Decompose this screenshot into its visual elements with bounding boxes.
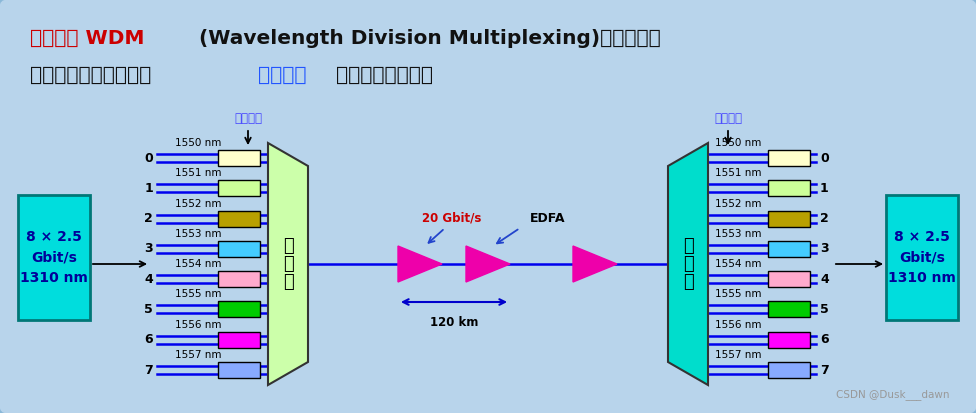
Polygon shape: [398, 246, 442, 282]
Text: 1555 nm: 1555 nm: [175, 290, 222, 299]
FancyBboxPatch shape: [768, 150, 810, 166]
Text: 8 × 2.5
Gbit/s
1310 nm: 8 × 2.5 Gbit/s 1310 nm: [888, 230, 956, 285]
Text: 1550 nm: 1550 nm: [715, 138, 761, 148]
Text: 20 Gbit/s: 20 Gbit/s: [423, 211, 482, 225]
Text: (Wavelength Division Multiplexing)：光的频分: (Wavelength Division Multiplexing)：光的频分: [192, 28, 661, 47]
FancyBboxPatch shape: [218, 362, 260, 378]
FancyBboxPatch shape: [768, 301, 810, 318]
Text: 1553 nm: 1553 nm: [175, 229, 222, 239]
Text: 2: 2: [144, 212, 153, 225]
FancyBboxPatch shape: [18, 195, 90, 320]
Text: 2: 2: [820, 212, 829, 225]
FancyBboxPatch shape: [218, 332, 260, 348]
FancyBboxPatch shape: [768, 211, 810, 227]
Text: 4: 4: [820, 273, 829, 286]
Text: 0: 0: [820, 152, 829, 164]
Text: 8 × 2.5
Gbit/s
1310 nm: 8 × 2.5 Gbit/s 1310 nm: [20, 230, 88, 285]
Text: 1557 nm: 1557 nm: [715, 350, 761, 360]
Text: 1554 nm: 1554 nm: [175, 259, 222, 269]
Text: 1556 nm: 1556 nm: [715, 320, 761, 330]
Text: 1551 nm: 1551 nm: [175, 168, 222, 178]
Text: 分
用
器: 分 用 器: [682, 237, 693, 291]
FancyBboxPatch shape: [218, 211, 260, 227]
Text: 复
用
器: 复 用 器: [283, 237, 294, 291]
Text: 同时传输: 同时传输: [258, 66, 306, 85]
Text: CSDN @Dusk___dawn: CSDN @Dusk___dawn: [836, 389, 950, 400]
Text: 1556 nm: 1556 nm: [175, 320, 222, 330]
Text: 3: 3: [820, 242, 829, 255]
FancyBboxPatch shape: [768, 241, 810, 257]
FancyBboxPatch shape: [886, 195, 958, 320]
Text: 1551 nm: 1551 nm: [715, 168, 761, 178]
Text: 1553 nm: 1553 nm: [715, 229, 761, 239]
FancyBboxPatch shape: [768, 362, 810, 378]
Text: 6: 6: [820, 333, 829, 346]
Text: 3: 3: [144, 242, 153, 255]
Text: 1552 nm: 1552 nm: [715, 199, 761, 209]
FancyBboxPatch shape: [218, 271, 260, 287]
Text: 1555 nm: 1555 nm: [715, 290, 761, 299]
Text: 1: 1: [144, 182, 153, 195]
FancyBboxPatch shape: [768, 180, 810, 196]
Text: 6: 6: [144, 333, 153, 346]
FancyBboxPatch shape: [768, 271, 810, 287]
Polygon shape: [668, 143, 708, 385]
Text: 7: 7: [144, 363, 153, 377]
Text: EDFA: EDFA: [530, 211, 565, 225]
Text: 光调制器: 光调制器: [234, 112, 262, 124]
FancyBboxPatch shape: [768, 332, 810, 348]
Text: 波分复用 WDM: 波分复用 WDM: [30, 28, 144, 47]
Text: 复用。使用一根光纤来: 复用。使用一根光纤来: [30, 66, 151, 85]
Text: 120 km: 120 km: [429, 316, 478, 329]
Text: 5: 5: [820, 303, 829, 316]
FancyBboxPatch shape: [218, 301, 260, 318]
Text: 4: 4: [144, 273, 153, 286]
Text: 1550 nm: 1550 nm: [175, 138, 222, 148]
FancyBboxPatch shape: [218, 180, 260, 196]
Text: 1: 1: [820, 182, 829, 195]
Polygon shape: [268, 143, 308, 385]
FancyBboxPatch shape: [218, 150, 260, 166]
Polygon shape: [573, 246, 617, 282]
Text: 1554 nm: 1554 nm: [715, 259, 761, 269]
Text: 1552 nm: 1552 nm: [175, 199, 222, 209]
Text: 5: 5: [144, 303, 153, 316]
Polygon shape: [466, 246, 510, 282]
FancyBboxPatch shape: [218, 241, 260, 257]
Text: 多个光载波信号。: 多个光载波信号。: [336, 66, 433, 85]
Text: 7: 7: [820, 363, 829, 377]
Text: 0: 0: [144, 152, 153, 164]
Text: 光解调器: 光解调器: [714, 112, 742, 124]
Text: 1557 nm: 1557 nm: [175, 350, 222, 360]
